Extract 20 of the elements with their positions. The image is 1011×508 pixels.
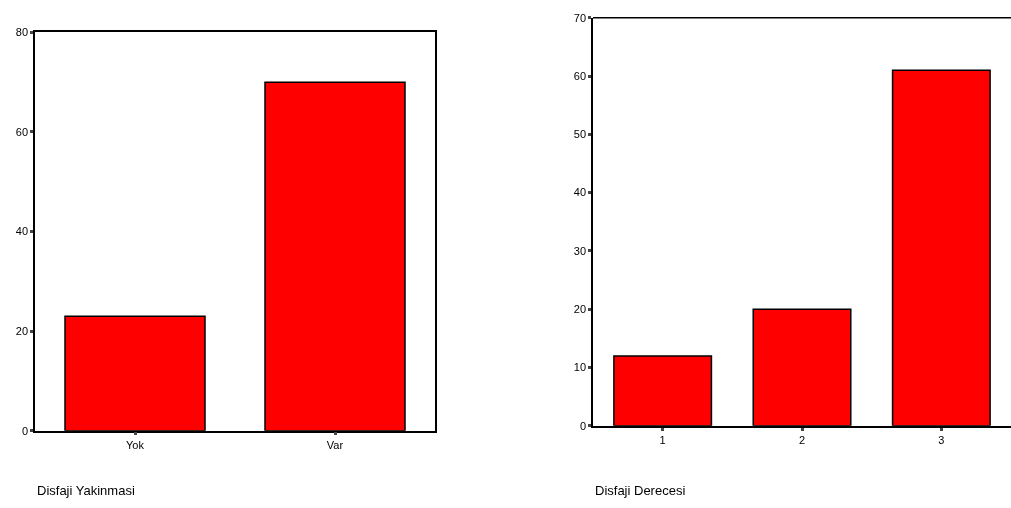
y-tick-label: 70 — [573, 11, 587, 24]
y-tick-label: 0 — [579, 419, 587, 432]
y-tick-label: 60 — [573, 69, 587, 82]
y-tick-label: 20 — [15, 324, 29, 337]
x-tick-label: 2 — [798, 433, 806, 446]
y-tick-label: 20 — [573, 303, 587, 316]
y-tick-label: 40 — [15, 225, 29, 238]
x-tick-label: Var — [326, 438, 344, 451]
x-tick-label: 3 — [938, 433, 945, 446]
y-tick-label: 10 — [573, 361, 587, 374]
x-axis-title: Disfaji Yakinmasi — [37, 483, 135, 498]
y-tick-label: 40 — [573, 186, 587, 199]
y-tick-label: 50 — [573, 128, 587, 141]
x-axis-title: Disfaji Derecesi — [595, 483, 686, 498]
x-tick-label: Yok — [126, 438, 145, 451]
y-tick-label: 60 — [15, 125, 29, 138]
x-tick-label: 1 — [659, 433, 666, 446]
y-tick-label: 80 — [15, 26, 29, 39]
y-tick-label: 30 — [573, 244, 587, 257]
y-tick-label: 0 — [21, 424, 29, 437]
